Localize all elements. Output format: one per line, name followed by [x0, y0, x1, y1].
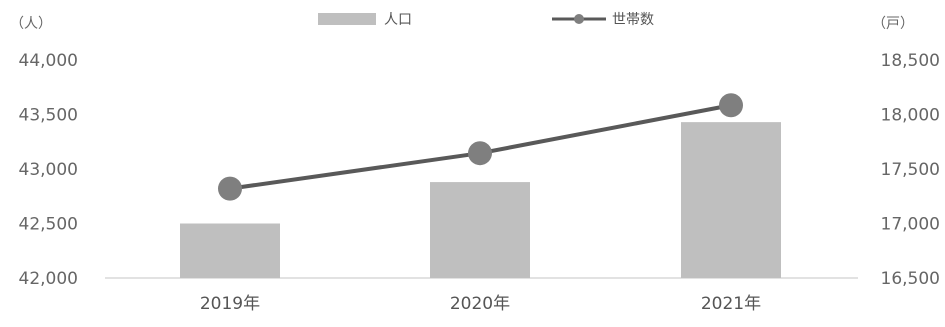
line-marker: [218, 176, 242, 201]
right-tick-label: 18,500: [881, 51, 940, 71]
bar: [681, 122, 781, 278]
bar: [180, 223, 280, 278]
legend-label-population: 人口: [384, 12, 412, 28]
right-tick-label: 16,500: [881, 269, 940, 289]
left-axis: 44,000 43,500 43,000 42,500 42,000: [19, 51, 78, 289]
left-tick-label: 42,000: [19, 269, 78, 289]
legend-bar-swatch: [318, 13, 376, 25]
left-axis-unit: （人）: [10, 16, 52, 32]
legend-label-households: 世帯数: [612, 12, 654, 28]
right-tick-label: 17,500: [881, 160, 940, 180]
right-axis: 18,500 18,000 17,500 17,000 16,500: [881, 51, 940, 289]
left-tick-label: 43,000: [19, 160, 78, 180]
bar: [430, 182, 530, 278]
x-axis: 2019年 2020年 2021年: [200, 294, 761, 314]
right-tick-label: 18,000: [881, 106, 940, 126]
left-tick-label: 44,000: [19, 51, 78, 71]
category-label: 2020年: [450, 294, 510, 314]
category-label: 2019年: [200, 294, 260, 314]
left-tick-label: 42,500: [19, 215, 78, 235]
legend-line-marker: [574, 14, 584, 24]
bar-series: [180, 122, 781, 278]
right-axis-unit: （戸）: [872, 16, 914, 32]
left-tick-label: 43,500: [19, 106, 78, 126]
category-label: 2021年: [701, 294, 761, 314]
line-series: [218, 93, 743, 201]
right-tick-label: 17,000: [881, 215, 940, 235]
line-marker: [468, 141, 492, 166]
line-marker: [719, 93, 743, 118]
legend: 人口 世帯数: [318, 12, 654, 28]
